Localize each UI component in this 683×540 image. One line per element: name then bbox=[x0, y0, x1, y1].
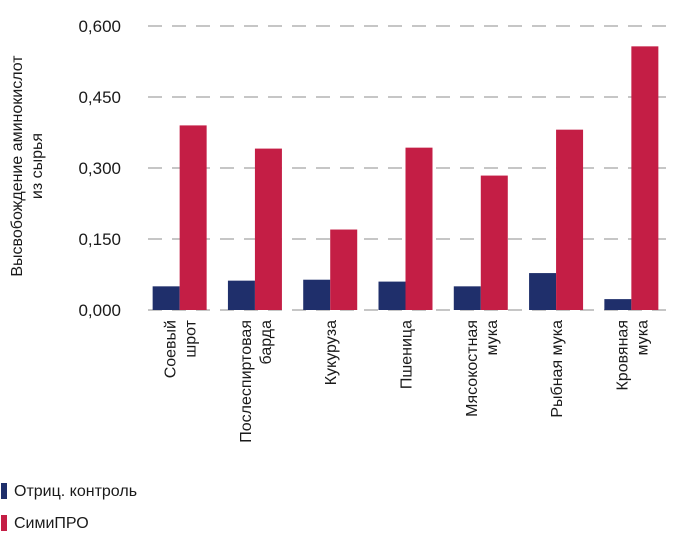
bar-control-2 bbox=[303, 279, 331, 310]
y-tick-label: 0,150 bbox=[78, 230, 121, 249]
y-axis-title-line: из сырья bbox=[29, 133, 46, 199]
bar-control-1 bbox=[227, 280, 255, 310]
x-category-label: Кровяная bbox=[614, 320, 631, 391]
bar-simipro-0 bbox=[179, 125, 207, 311]
y-axis-title-line: Высвобождение аминокислот bbox=[9, 55, 26, 277]
bars bbox=[152, 46, 659, 311]
x-category-label: барда bbox=[258, 320, 275, 365]
x-category-label: Рыбная мука bbox=[549, 320, 566, 418]
y-tick-label: 0,300 bbox=[78, 159, 121, 178]
legend: Отриц. контроль СимиПРО bbox=[1, 483, 137, 532]
gridlines bbox=[148, 25, 675, 311]
bar-control-6 bbox=[604, 299, 632, 310]
bar-control-0 bbox=[152, 286, 180, 310]
x-axis-categories: Соевый шрот Послеспиртовая барда Кукуруза Пше… bbox=[163, 319, 652, 442]
bar-control-5 bbox=[529, 273, 557, 310]
x-category-label: Мясокостная bbox=[464, 320, 481, 417]
y-tick-label: 0,000 bbox=[78, 301, 121, 320]
x-category-label: шрот bbox=[183, 319, 200, 357]
y-tick-label: 0,600 bbox=[78, 17, 121, 36]
x-category-label: мука bbox=[634, 320, 651, 356]
legend-label: Отриц. контроль bbox=[14, 483, 137, 500]
y-axis-ticks: 0,000 0,150 0,300 0,450 0,600 bbox=[78, 17, 121, 320]
bar-simipro-4 bbox=[480, 175, 508, 310]
bar-simipro-5 bbox=[556, 129, 584, 310]
bar-simipro-6 bbox=[631, 46, 659, 310]
x-category-label: мука bbox=[484, 320, 501, 356]
bar-simipro-2 bbox=[330, 229, 358, 310]
bar-simipro-3 bbox=[405, 147, 433, 310]
x-category-label: Послеспиртовая bbox=[238, 320, 255, 443]
bar-simipro-1 bbox=[254, 148, 282, 310]
legend-swatch bbox=[1, 515, 7, 531]
bar-control-3 bbox=[378, 281, 406, 310]
x-category-label: Пшеница bbox=[399, 320, 416, 389]
x-category-label: Соевый bbox=[163, 320, 180, 378]
bar-control-4 bbox=[453, 286, 481, 310]
y-axis-title: Высвобождение аминокислот из сырья bbox=[9, 55, 46, 277]
y-tick-label: 0,450 bbox=[78, 88, 121, 107]
x-category-label: Кукуруза bbox=[323, 320, 340, 385]
legend-label: СимиПРО bbox=[14, 515, 89, 532]
legend-swatch bbox=[1, 483, 7, 499]
